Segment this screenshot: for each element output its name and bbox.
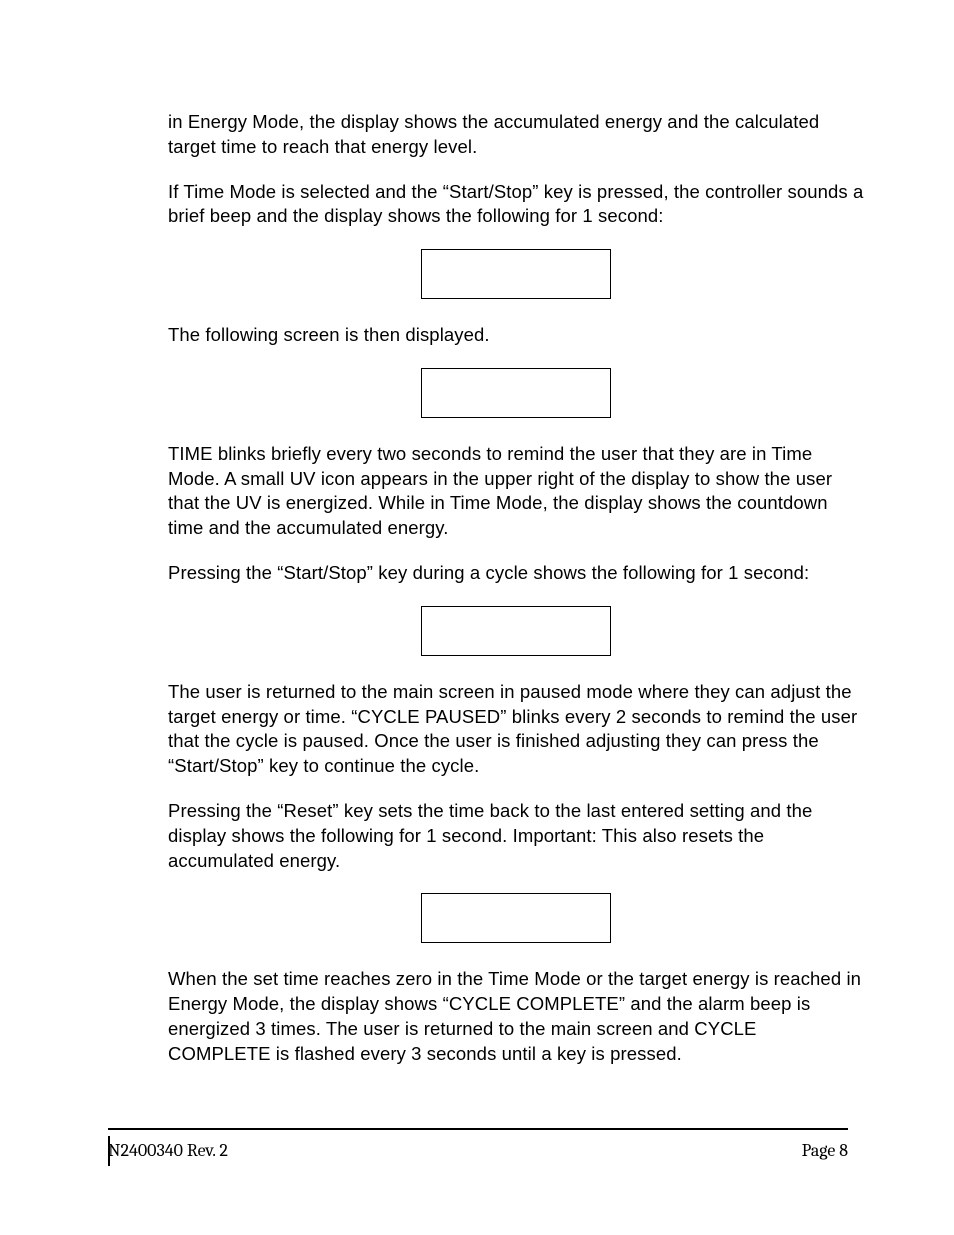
paragraph: The user is returned to the main screen … (168, 680, 864, 779)
page-body: in Energy Mode, the display shows the ac… (108, 0, 848, 1235)
footer-doc-id: N2400340 Rev. 2 (108, 1140, 228, 1161)
paragraph: TIME blinks briefly every two seconds to… (168, 442, 864, 541)
paragraph: When the set time reaches zero in the Ti… (168, 967, 864, 1066)
footer-rule (108, 1128, 848, 1130)
page-footer: N2400340 Rev. 2 Page 8 (108, 1140, 848, 1161)
paragraph: in Energy Mode, the display shows the ac… (168, 110, 864, 160)
display-box (421, 606, 611, 656)
paragraph: The following screen is then displayed. (168, 323, 864, 348)
display-box (421, 368, 611, 418)
display-box (421, 893, 611, 943)
paragraph: If Time Mode is selected and the “Start/… (168, 180, 864, 230)
paragraph: Pressing the “Start/Stop” key during a c… (168, 561, 864, 586)
display-box (421, 249, 611, 299)
footer-page-number: Page 8 (802, 1140, 848, 1161)
paragraph: Pressing the “Reset” key sets the time b… (168, 799, 864, 873)
content-column: in Energy Mode, the display shows the ac… (168, 110, 864, 1066)
